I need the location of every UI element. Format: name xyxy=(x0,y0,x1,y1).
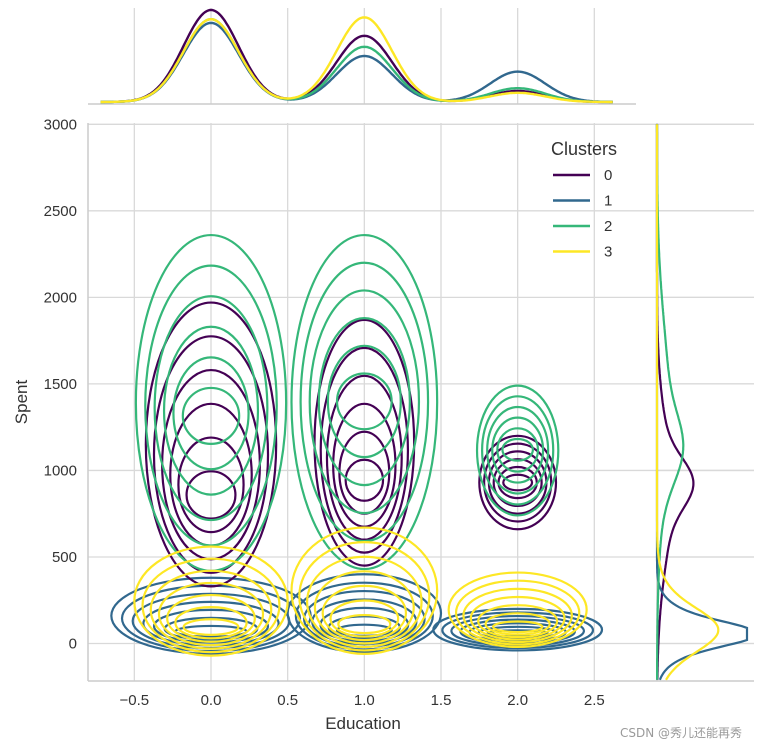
contour-cluster-0 xyxy=(478,434,558,531)
contour-cluster-0 xyxy=(344,458,385,502)
contour-cluster-0 xyxy=(152,335,270,574)
contour-cluster-2 xyxy=(181,386,241,445)
x-axis-label: Education xyxy=(325,714,401,733)
contour-cluster-3 xyxy=(321,584,408,642)
legend-title: Clusters xyxy=(551,139,617,159)
contour-cluster-3 xyxy=(157,581,265,647)
y-tick-label: 500 xyxy=(52,549,77,566)
contour-cluster-3 xyxy=(469,595,566,641)
x-tick-label: 2.5 xyxy=(584,692,605,709)
contour-cluster-0 xyxy=(325,374,403,541)
x-tick-label: −0.5 xyxy=(120,692,150,709)
top-marginal-curve-cluster-3 xyxy=(100,16,613,104)
contour-cluster-2 xyxy=(496,427,540,473)
y-tick-label: 3000 xyxy=(44,116,77,133)
contour-cluster-3 xyxy=(166,593,256,643)
contour-cluster-3 xyxy=(182,618,240,636)
contour-cluster-0 xyxy=(144,301,278,588)
contour-cluster-2 xyxy=(153,295,269,522)
contour-cluster-3 xyxy=(454,579,581,646)
y-tick-label: 1500 xyxy=(44,376,77,393)
joint-kde-contours xyxy=(110,233,604,657)
contour-cluster-0 xyxy=(492,458,543,508)
right-marginal-curve-cluster-1 xyxy=(655,124,749,681)
contour-cluster-2 xyxy=(172,356,250,471)
x-tick-labels: −0.5 0.0 0.5 1.0 1.5 2.0 2.5 xyxy=(120,692,605,709)
y-tick-label: 1000 xyxy=(44,462,77,479)
contour-cluster-3 xyxy=(141,557,281,654)
contour-cluster-2 xyxy=(162,325,260,496)
x-tick-label: 0.0 xyxy=(201,692,222,709)
contour-cluster-0 xyxy=(177,436,245,534)
right-marginal-curve-cluster-3 xyxy=(655,124,720,681)
x-tick-label: 2.0 xyxy=(507,692,528,709)
contour-cluster-2 xyxy=(491,416,545,484)
contour-cluster-3 xyxy=(477,604,559,639)
contour-cluster-3 xyxy=(484,612,551,636)
contour-cluster-0 xyxy=(483,442,553,523)
contour-cluster-2 xyxy=(475,384,560,517)
contour-cluster-3 xyxy=(298,541,431,652)
x-tick-label: 0.5 xyxy=(277,692,298,709)
top-marginal-kde xyxy=(100,8,613,104)
legend-label-2: 2 xyxy=(604,218,612,235)
contour-cluster-3 xyxy=(149,569,273,650)
contour-cluster-0 xyxy=(313,318,416,567)
contour-cluster-2 xyxy=(308,289,421,515)
contour-cluster-2 xyxy=(144,264,278,547)
contour-cluster-3 xyxy=(313,570,415,645)
contour-cluster-0 xyxy=(185,470,237,520)
contour-cluster-2 xyxy=(335,372,393,431)
contour-cluster-2 xyxy=(326,344,402,459)
contour-cluster-3 xyxy=(306,555,423,649)
top-marginal-curve-cluster-0 xyxy=(100,8,613,104)
contour-cluster-3 xyxy=(491,620,544,634)
watermark: CSDN @秀儿还能再秀 xyxy=(620,726,742,740)
x-tick-label: 1.0 xyxy=(354,692,375,709)
legend: Clusters 0 1 2 3 xyxy=(551,139,617,261)
contour-cluster-2 xyxy=(486,405,550,495)
contours-cluster-2 xyxy=(134,233,560,572)
contour-cluster-1 xyxy=(450,614,586,647)
contour-cluster-3 xyxy=(133,545,289,657)
contour-cluster-3 xyxy=(462,587,573,644)
y-axis-label: Spent xyxy=(12,380,31,425)
legend-label-0: 0 xyxy=(604,167,612,184)
x-tick-label: 1.5 xyxy=(431,692,452,709)
y-tick-label: 0 xyxy=(69,636,77,653)
y-tick-label: 2500 xyxy=(44,203,77,220)
contour-cluster-1 xyxy=(286,573,443,654)
y-tick-labels: 0 500 1000 1500 2000 2500 3000 xyxy=(44,116,77,652)
contour-cluster-3 xyxy=(174,606,248,640)
right-marginal-kde xyxy=(655,124,749,681)
joint-gridlines xyxy=(88,8,754,681)
legend-label-3: 3 xyxy=(604,244,612,261)
contour-cluster-3 xyxy=(447,571,588,649)
top-marginal-curve-cluster-1 xyxy=(100,21,613,104)
contour-cluster-2 xyxy=(317,317,411,487)
contour-cluster-0 xyxy=(319,346,410,554)
contour-cluster-2 xyxy=(290,233,439,571)
contour-cluster-2 xyxy=(481,395,555,506)
contour-cluster-3 xyxy=(290,526,439,655)
contours-cluster-3 xyxy=(133,526,588,657)
contour-cluster-1 xyxy=(432,607,604,652)
contour-cluster-2 xyxy=(501,437,534,462)
contour-cluster-3 xyxy=(337,613,392,635)
contour-cluster-0 xyxy=(502,473,534,492)
legend-label-1: 1 xyxy=(604,193,612,210)
contour-cluster-3 xyxy=(329,599,400,638)
y-tick-label: 2000 xyxy=(44,289,77,306)
